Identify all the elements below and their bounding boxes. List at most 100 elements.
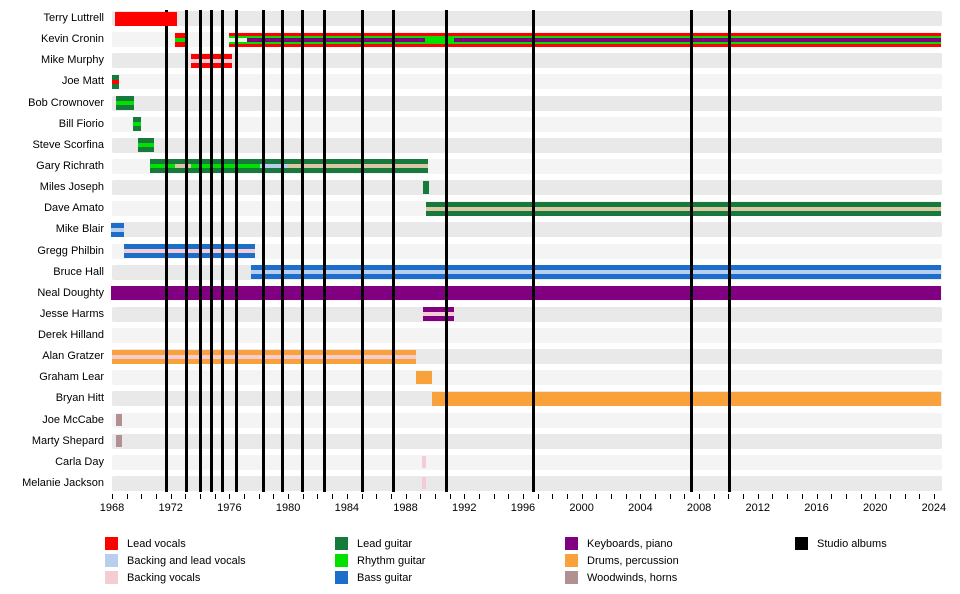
legend-label: Studio albums bbox=[817, 537, 887, 550]
legend-item: Backing and lead vocals bbox=[105, 554, 246, 567]
member-label: Miles Joseph bbox=[39, 181, 104, 194]
member-label: Gregg Philbin bbox=[37, 244, 104, 257]
member-label: Mike Murphy bbox=[41, 54, 104, 67]
axis-tick bbox=[699, 494, 701, 499]
role-stripe-rhythm_guitar bbox=[191, 164, 261, 169]
role-stripe-lead_guitar bbox=[260, 168, 289, 174]
role-stripe-backing_vocals_tan bbox=[288, 164, 428, 169]
timeline-bar bbox=[175, 159, 192, 174]
legend-swatch-backing_vocals bbox=[105, 571, 118, 584]
role-stripe-lead_vocals bbox=[112, 79, 119, 84]
member-label: Melanie Jackson bbox=[22, 476, 104, 489]
role-stripe-drums_percussion bbox=[431, 391, 941, 406]
timeline-bar bbox=[423, 181, 430, 195]
axis-tick-label: 1976 bbox=[217, 502, 242, 514]
axis-tick bbox=[302, 494, 304, 499]
axis-tick bbox=[317, 494, 319, 499]
role-stripe-lead_vocals bbox=[175, 32, 186, 38]
role-stripe-lead_vocals bbox=[424, 43, 454, 47]
role-stripe-lead_vocals bbox=[424, 32, 454, 36]
role-stripe-rhythm_guitar bbox=[247, 35, 425, 38]
role-stripe-bass_guitar bbox=[251, 265, 941, 271]
legend-item: Lead guitar bbox=[335, 537, 412, 550]
role-stripe-lead_guitar bbox=[112, 74, 119, 80]
studio-album-line bbox=[531, 10, 535, 492]
role-stripe-drums_percussion bbox=[415, 371, 432, 385]
axis-tick bbox=[919, 494, 921, 499]
row-background bbox=[112, 222, 942, 238]
studio-album-line bbox=[185, 10, 189, 492]
role-stripe-lead_vocals bbox=[247, 43, 425, 47]
role-stripe-lead_vocals bbox=[247, 32, 425, 36]
row-background bbox=[112, 116, 942, 132]
row-background bbox=[112, 433, 942, 449]
studio-album-line bbox=[392, 10, 396, 492]
axis-tick bbox=[831, 494, 833, 499]
axis-tick-label: 1992 bbox=[452, 502, 477, 514]
studio-album-line bbox=[690, 10, 694, 492]
axis-tick-label: 1972 bbox=[158, 502, 183, 514]
role-stripe-lead_guitar bbox=[175, 168, 192, 174]
row-background bbox=[112, 243, 942, 259]
axis-tick-label: 1996 bbox=[510, 502, 536, 514]
role-stripe-lead_guitar bbox=[423, 181, 430, 195]
timeline-bar bbox=[150, 159, 176, 174]
axis-tick-label: 1980 bbox=[275, 502, 301, 514]
role-stripe-rhythm_guitar bbox=[424, 35, 454, 38]
timeline-bar bbox=[251, 265, 941, 280]
legend-item: Lead vocals bbox=[105, 537, 186, 550]
axis-tick bbox=[361, 494, 363, 499]
axis-tick bbox=[508, 494, 510, 499]
role-stripe-lead_guitar bbox=[175, 159, 192, 165]
studio-album-line bbox=[301, 10, 305, 492]
legend-item: Rhythm guitar bbox=[335, 554, 425, 567]
studio-album-line bbox=[198, 10, 202, 492]
legend-swatch-backing_and_lead_vocals bbox=[105, 554, 118, 567]
axis-tick bbox=[200, 494, 202, 499]
axis-tick bbox=[332, 494, 334, 499]
axis-tick bbox=[126, 494, 128, 499]
row-background bbox=[112, 475, 942, 491]
axis-tick bbox=[772, 494, 774, 499]
timeline-bar bbox=[110, 286, 941, 301]
legend-swatch-rhythm_guitar bbox=[335, 554, 348, 567]
member-label: Derek Hilland bbox=[37, 329, 104, 342]
row-background bbox=[112, 306, 942, 322]
axis-tick-label: 2004 bbox=[628, 502, 653, 514]
timeline-bar bbox=[114, 11, 177, 26]
legend-label: Rhythm guitar bbox=[357, 554, 426, 567]
axis-tick bbox=[420, 494, 422, 499]
axis-tick bbox=[244, 494, 246, 499]
axis-tick bbox=[611, 494, 613, 499]
axis-tick bbox=[434, 494, 436, 499]
axis-tick bbox=[493, 494, 495, 499]
axis-tick bbox=[537, 494, 539, 499]
studio-album-line bbox=[261, 10, 265, 492]
row-background bbox=[112, 412, 942, 428]
axis-tick bbox=[552, 494, 554, 499]
axis-tick bbox=[229, 494, 231, 499]
axis-tick bbox=[258, 494, 260, 499]
legend-item: Backing vocals bbox=[105, 571, 200, 584]
role-stripe-lead_vocals bbox=[453, 43, 941, 47]
row-background bbox=[112, 454, 942, 470]
row-background bbox=[112, 180, 942, 196]
axis-tick bbox=[860, 494, 862, 499]
timeline-bar bbox=[247, 32, 425, 47]
member-label: Neal Doughty bbox=[37, 286, 104, 299]
role-stripe-rhythm_guitar bbox=[424, 41, 454, 44]
legend-label: Bass guitar bbox=[357, 571, 413, 584]
role-stripe-rhythm_guitar bbox=[453, 41, 941, 44]
role-stripe-keyboards_piano bbox=[423, 316, 454, 322]
timeline-bar bbox=[175, 32, 186, 47]
role-stripe-rhythm_guitar bbox=[132, 122, 141, 127]
axis-tick bbox=[669, 494, 671, 499]
role-stripe-backing_and_lead_vocals bbox=[110, 227, 125, 232]
axis-tick bbox=[390, 494, 392, 499]
role-stripe-backing_vocals_tan bbox=[175, 164, 192, 169]
role-stripe-lead_guitar bbox=[116, 105, 134, 111]
member-label: Bryan Hitt bbox=[55, 392, 104, 405]
role-stripe-rhythm_guitar bbox=[116, 101, 134, 106]
legend-swatch-keyboards_piano bbox=[565, 537, 578, 550]
studio-album-line bbox=[445, 10, 449, 492]
